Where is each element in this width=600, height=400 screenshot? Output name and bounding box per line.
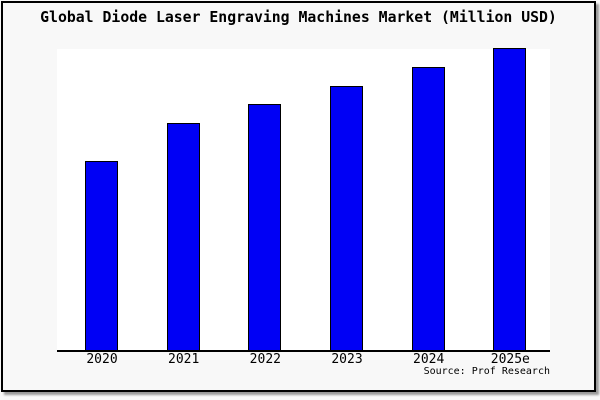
- x-tick-2024: 2024: [413, 352, 445, 367]
- x-tick-2020: 2020: [86, 352, 118, 367]
- x-tick-2021: 2021: [168, 352, 200, 367]
- bar-2021: [166, 123, 200, 350]
- x-tick-2025e: 2025e: [490, 352, 530, 367]
- bar-2024: [411, 67, 445, 350]
- x-tick-2023: 2023: [331, 352, 363, 367]
- bar-2025e: [493, 48, 527, 350]
- bar-2020: [85, 161, 118, 350]
- plot-area: [57, 48, 550, 352]
- source-note: Source: Prof Research: [423, 366, 550, 377]
- figure-border: [1, 1, 596, 392]
- bar-2023: [330, 86, 363, 350]
- chart-title: Global Diode Laser Engraving Machines Ma…: [40, 9, 557, 26]
- x-tick-2022: 2022: [249, 352, 281, 367]
- bar-2022: [248, 104, 282, 350]
